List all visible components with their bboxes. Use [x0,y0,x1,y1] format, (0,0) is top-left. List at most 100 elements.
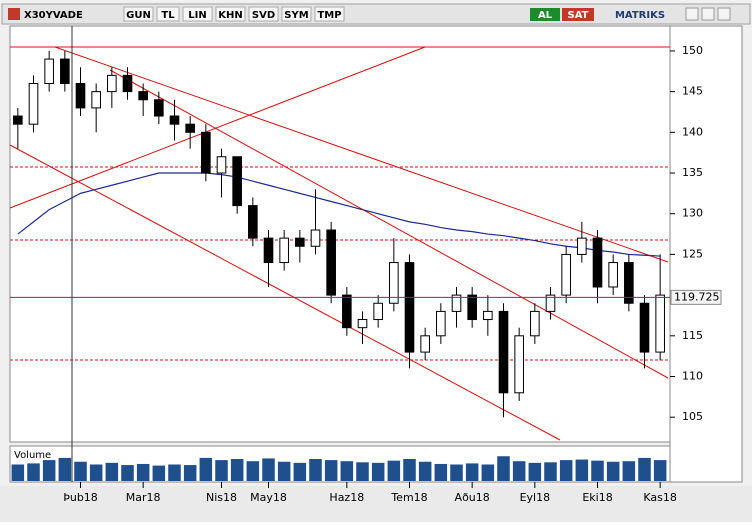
candle-body [561,253,571,296]
candle-body [483,310,493,321]
toolbar-button[interactable] [281,6,312,22]
candle-body [107,74,117,93]
candle-body [232,156,242,207]
candle-body [279,237,289,264]
buy-button[interactable] [530,8,560,21]
volume-bar [183,465,197,481]
candle-body [75,82,86,109]
candle-body [357,319,368,329]
toolbar-button[interactable] [215,6,246,22]
volume-bar [512,461,526,481]
toolbar-button[interactable] [123,6,154,22]
candle-body [639,302,650,353]
x-tick-label: Aðu18 [455,491,490,504]
x-tick-label: Eyl18 [520,491,551,504]
trend-line [9,46,426,209]
toolbar-button-label[interactable]: SYM [284,10,308,21]
toolbar-button[interactable] [182,6,213,22]
candle-body [467,294,477,321]
volume-bar [105,462,119,481]
volume-bar [277,461,291,481]
volume-bar [434,463,448,481]
close[interactable] [717,7,731,21]
sell-button[interactable] [562,8,594,21]
candle-body [436,310,446,337]
candle-body [577,237,587,255]
candle-body [498,310,509,394]
candle-body [263,237,274,264]
volume-bar [27,463,40,481]
minimize[interactable] [685,7,699,21]
toolbar-button[interactable] [248,6,279,22]
candle-body [122,74,133,93]
symbol[interactable]: X30YVADE [24,10,83,21]
y-tick-label: 150 [682,44,703,57]
candle-body [404,262,415,353]
candle-body [592,237,603,288]
toolbar-button[interactable] [314,6,345,22]
volume-bar [262,458,275,481]
volume-bar [638,457,651,481]
brand: MATRIKS [615,10,665,21]
volume-bar [465,463,479,481]
volume-bar [622,461,636,481]
candle-body [295,237,305,247]
candle-body [154,99,164,117]
toolbar-button-label[interactable]: GUN [126,10,151,21]
toolbar-button-label[interactable]: LIN [188,10,206,21]
toolbar-button-label[interactable]: SVD [252,10,275,21]
candle-body [451,294,462,312]
toolbar-button-label[interactable]: TL [161,10,175,21]
volume-bar [215,460,228,481]
maximize[interactable] [701,7,715,21]
y-tick-label: 145 [682,85,703,98]
x-tick-label: Þub18 [63,491,98,504]
moving-average [17,172,661,257]
volume-label: Volume [14,450,51,461]
y-tick-label: 115 [682,329,703,342]
volume-bar [528,462,542,481]
x-tick-label: Nis18 [206,491,237,504]
y-tick-label: 125 [682,247,703,260]
candle-body [13,115,23,125]
volume-bar [230,459,244,481]
volume-bar [591,460,604,481]
toolbar-button[interactable] [156,6,180,22]
candle-body [44,58,54,84]
candle-body [201,131,211,174]
drawings [9,46,670,441]
buy-label[interactable]: AL [538,10,553,21]
volume-bar [497,456,510,481]
candle-body [342,294,352,329]
volume-bar [371,462,385,481]
candle-body [248,205,258,239]
symbol-icon[interactable] [8,8,20,20]
volume-bar [58,457,72,481]
volume-bar [450,464,463,481]
volume-bar [168,464,181,481]
candle-body [514,335,524,394]
volume-bar [559,460,573,481]
candle-body [185,123,195,133]
volume-bar [403,459,416,481]
toolbar-button-label[interactable]: TMP [317,10,341,21]
volume-bar [575,459,589,481]
candle-body [310,229,321,247]
time-axis [0,486,752,522]
y-tick-label: 105 [682,410,703,423]
candle-body [608,262,618,288]
candle-body [91,91,101,109]
trend-line [109,69,669,379]
candle-body [420,335,430,353]
volume-bar [136,463,150,481]
x-tick-label: Kas18 [643,491,677,504]
sell-label[interactable]: SAT [568,10,589,21]
candle-body [326,229,336,296]
volume-bar [324,460,338,481]
toolbar-button-label[interactable]: KHN [218,10,243,21]
candle-body [169,115,180,125]
volume-bar [293,462,307,481]
volume-bar [387,460,401,481]
last-price-label: 119.725 [674,290,720,303]
trend-line [9,144,561,441]
